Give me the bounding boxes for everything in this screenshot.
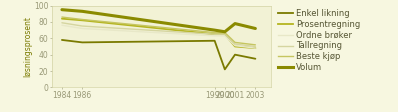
Line: Volum: Volum — [62, 10, 256, 32]
Volum — [253, 28, 258, 29]
Ordne brøker — [60, 25, 64, 26]
Beste kjøp — [212, 32, 217, 33]
Tallregning — [253, 46, 258, 47]
Line: Prosentregning: Prosentregning — [62, 19, 256, 48]
Tallregning — [60, 22, 64, 23]
Enkel likning — [80, 42, 85, 43]
Prosentregning — [222, 34, 227, 35]
Ordne brøker — [253, 47, 258, 49]
Ordne brøker — [222, 35, 227, 37]
Ordne brøker — [212, 35, 217, 37]
Tallregning — [222, 34, 227, 35]
Prosentregning — [212, 34, 217, 35]
Line: Beste kjøp: Beste kjøp — [62, 17, 256, 45]
Enkel likning — [253, 58, 258, 59]
Tallregning — [80, 25, 85, 27]
Beste kjøp — [222, 32, 227, 33]
Line: Ordne brøker: Ordne brøker — [62, 25, 256, 48]
Y-axis label: løsningsprosent: løsningsprosent — [23, 16, 32, 77]
Enkel likning — [212, 40, 217, 41]
Volum — [60, 9, 64, 10]
Legend: Enkel likning, Prosentregning, Ordne brøker, Tallregning, Beste kjøp, Volum: Enkel likning, Prosentregning, Ordne brø… — [277, 8, 361, 73]
Beste kjøp — [232, 42, 237, 43]
Line: Enkel likning: Enkel likning — [62, 40, 256, 69]
Prosentregning — [232, 46, 237, 47]
Prosentregning — [60, 18, 64, 19]
Prosentregning — [253, 47, 258, 49]
Enkel likning — [60, 39, 64, 41]
Tallregning — [212, 34, 217, 35]
Ordne brøker — [232, 45, 237, 46]
Tallregning — [232, 43, 237, 45]
Volum — [232, 23, 237, 24]
Line: Tallregning: Tallregning — [62, 23, 256, 46]
Ordne brøker — [80, 28, 85, 29]
Enkel likning — [232, 54, 237, 55]
Beste kjøp — [60, 16, 64, 18]
Beste kjøp — [80, 19, 85, 20]
Volum — [222, 31, 227, 32]
Prosentregning — [80, 20, 85, 21]
Beste kjøp — [253, 44, 258, 45]
Volum — [80, 11, 85, 12]
Enkel likning — [222, 69, 227, 70]
Volum — [212, 29, 217, 31]
